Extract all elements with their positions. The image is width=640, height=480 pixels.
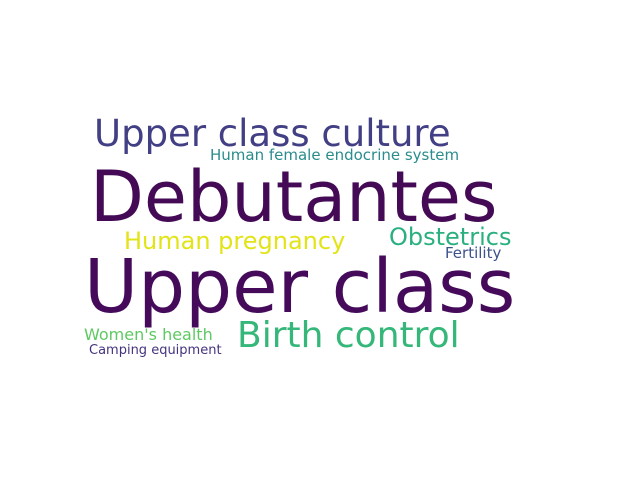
word-obstetrics: Obstetrics: [389, 223, 512, 251]
word-fertility: Fertility: [445, 244, 502, 262]
word-human-pregnancy: Human pregnancy: [124, 227, 346, 255]
word-debutantes: Debutantes: [90, 156, 498, 238]
word-womens-health: Women's health: [84, 325, 213, 344]
word-birth-control: Birth control: [237, 315, 460, 356]
word-human-female-endocrine-system: Human female endocrine system: [210, 146, 460, 164]
word-upper-class: Upper class: [84, 244, 516, 330]
word-camping-equipment: Camping equipment: [89, 343, 222, 358]
word-upper-class-culture: Upper class culture: [94, 112, 451, 155]
